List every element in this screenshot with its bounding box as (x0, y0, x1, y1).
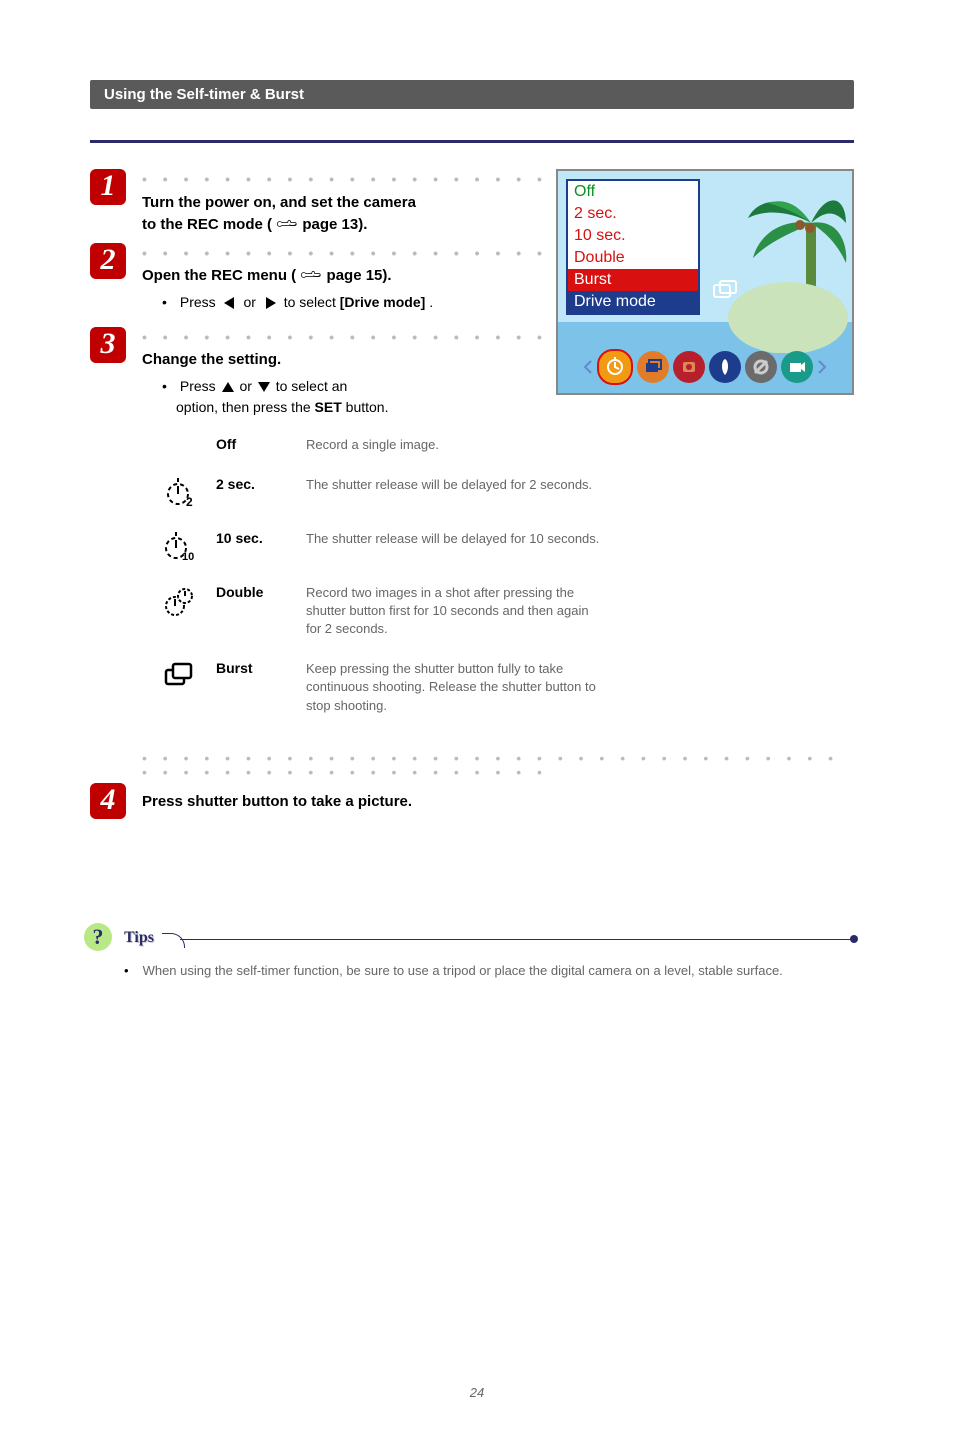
step-1-line2b: page 13). (302, 216, 367, 233)
step-2-bullet-bold: [Drive mode] (340, 294, 426, 310)
arrow-right-icon (262, 297, 278, 309)
step-3-badge: 3 (90, 327, 126, 363)
arrow-left-icon (222, 297, 238, 309)
lcd-arrow-right-icon (817, 360, 827, 374)
option-burst-label: Burst (216, 660, 306, 715)
lcd-drive-menu: Off 2 sec. 10 sec. Double Burst Drive mo… (566, 179, 700, 315)
step-3-b2: option, then press the (176, 399, 315, 415)
lcd-mode-icon-4 (709, 351, 741, 383)
step-3-b-post: to select an (276, 378, 348, 394)
option-10sec-row: 10 10 sec. The shutter release will be d… (144, 530, 854, 562)
tips-horizontal-line (180, 939, 854, 940)
dots-separator-long: • • • • • • • • • • • • • • • • • • • • … (142, 751, 854, 779)
option-double-label: Double (216, 584, 306, 639)
burst-icon (164, 662, 196, 688)
top-border (90, 140, 854, 143)
option-2sec-row: 2 2 sec. The shutter release will be del… (144, 476, 854, 508)
svg-text:10: 10 (182, 551, 194, 562)
step-4-badge: 4 (90, 783, 126, 819)
step-2-bullet-tail: . (429, 294, 433, 310)
lcd-item-burst-selected: Burst (568, 269, 698, 291)
step-2-bullet-pre: Press (180, 294, 220, 310)
step-2-bullet-mid: or (243, 294, 259, 310)
pointing-hand-icon (276, 216, 298, 232)
tips-text: •When using the self-timer function, be … (124, 963, 783, 978)
option-double-desc: Record two images in a shot after pressi… (306, 584, 854, 639)
timer-2sec-icon: 2 (164, 478, 196, 508)
arrow-down-icon (258, 380, 270, 394)
option-burst-row: Burst Keep pressing the shutter button f… (144, 660, 854, 715)
option-2sec-desc: The shutter release will be delayed for … (306, 476, 854, 508)
step-3-b-mid: or (239, 378, 255, 394)
option-10sec-label: 10 sec. (216, 530, 306, 562)
tips-curve-decoration (162, 933, 185, 948)
lcd-mode-icon-6 (781, 351, 813, 383)
step-3-b2-bold: SET (315, 399, 342, 415)
option-2sec-label: 2 sec. (216, 476, 306, 508)
palm-tree-graphic (728, 163, 848, 353)
lcd-item-10sec: 10 sec. (568, 225, 698, 247)
pointing-hand-icon (300, 267, 322, 283)
option-off-row: Off Record a single image. (144, 436, 854, 454)
lcd-menu-title: Drive mode (568, 291, 698, 313)
option-burst-desc: Keep pressing the shutter button fully t… (306, 660, 854, 715)
step-3-line: Change the setting. (142, 351, 281, 368)
tips-question-icon: ? (84, 923, 112, 951)
tips-label: Tips (124, 929, 154, 947)
step-2-bullet-post: to select (284, 294, 340, 310)
step-2-badge: 2 (90, 243, 126, 279)
lcd-mode-icon-1 (597, 349, 633, 385)
lcd-item-2sec: 2 sec. (568, 203, 698, 225)
step-4-line: Press shutter button to take a picture. (142, 793, 412, 810)
svg-text:2: 2 (186, 495, 193, 508)
option-10sec-desc: The shutter release will be delayed for … (306, 530, 854, 562)
lcd-arrow-left-icon (583, 360, 593, 374)
lcd-mode-icon-3 (673, 351, 705, 383)
lcd-icon-bar (558, 349, 852, 385)
camera-lcd: Off 2 sec. 10 sec. Double Burst Drive mo… (556, 169, 854, 395)
section-header: Using the Self-timer & Burst (90, 80, 854, 109)
lcd-item-off: Off (568, 181, 698, 203)
tips-line-end-dot (850, 935, 858, 943)
lcd-mode-icon-5 (745, 351, 777, 383)
step-3-b2-tail: button. (346, 399, 389, 415)
lcd-burst-icon (712, 279, 738, 306)
arrow-up-icon (222, 380, 234, 394)
step-2-line-b: page 15). (327, 267, 392, 284)
step-3-b-pre: Press (180, 378, 220, 394)
option-double-row: Double Record two images in a shot after… (144, 584, 854, 639)
step-1-line2a: to the REC mode ( (142, 216, 272, 233)
lcd-item-double: Double (568, 247, 698, 269)
step-2-line-a: Open the REC menu ( (142, 267, 296, 284)
lcd-mode-icon-2 (637, 351, 669, 383)
option-off-label: Off (216, 436, 306, 454)
timer-10sec-icon: 10 (162, 532, 198, 562)
step-1-badge: 1 (90, 169, 126, 205)
option-off-desc: Record a single image. (306, 436, 854, 454)
step-1-line1: Turn the power on, and set the camera (142, 194, 416, 211)
page-number: 24 (0, 1385, 954, 1400)
timer-double-icon (163, 586, 197, 616)
